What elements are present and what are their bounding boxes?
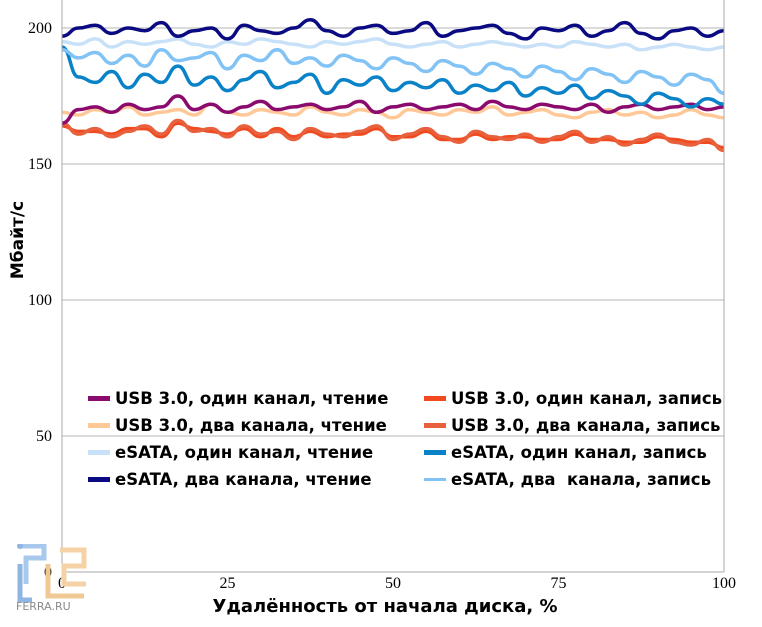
legend-item: eSATA, два канала, чтение (88, 470, 372, 489)
legend-swatch (88, 450, 110, 455)
y-tick-label: 50 (36, 428, 52, 445)
series-line (61, 45, 725, 109)
y-axis-title: Мбайт/с (8, 200, 28, 280)
series-line (61, 118, 725, 153)
legend-swatch (424, 478, 446, 481)
y-tick-label: 100 (28, 292, 52, 309)
series-line (61, 18, 725, 41)
legend-label: eSATA, два канала, запись (451, 470, 712, 489)
legend-item: eSATA, два канала, запись (424, 470, 711, 489)
legend-label: USB 3.0, один канал, запись (451, 389, 723, 408)
legend-swatch (424, 450, 446, 455)
ferra-logo (17, 544, 87, 603)
x-tick-label: 25 (220, 575, 236, 592)
legend-label: eSATA, два канала, чтение (115, 470, 372, 489)
ferra-logo-text: FERRA.RU (16, 600, 71, 613)
x-tick-label: 100 (712, 575, 736, 592)
legend-swatch (424, 423, 446, 428)
legend-label: USB 3.0, два канала, запись (451, 416, 721, 435)
x-axis-title: Удалённость от начала диска, % (212, 596, 558, 617)
legend-item: eSATA, один канал, запись (424, 443, 707, 462)
legend-label: USB 3.0, два канала, чтение (115, 416, 387, 435)
legend-item: USB 3.0, два канала, запись (424, 416, 721, 435)
y-tick-label: 150 (28, 156, 52, 173)
legend-label: eSATA, один канал, запись (451, 443, 707, 462)
legend-label: eSATA, один канал, чтение (115, 443, 374, 462)
series-line (61, 48, 725, 96)
series-line (61, 94, 725, 125)
legend-swatch (88, 477, 110, 482)
legend-swatch (424, 396, 446, 401)
legend-swatch (88, 423, 110, 428)
series-line (61, 37, 725, 52)
y-tick-label: 200 (28, 20, 52, 37)
x-tick-label: 50 (385, 575, 401, 592)
legend-item: eSATA, один канал, чтение (88, 443, 373, 462)
legend-swatch (88, 396, 110, 401)
series-lines (61, 18, 725, 153)
legend-item: USB 3.0, два канала, чтение (88, 416, 387, 435)
legend-label: USB 3.0, один канал, чтение (115, 389, 389, 408)
x-axis-ticks: 0 25 50 75 100 (58, 575, 736, 592)
legend-item: USB 3.0, один канал, запись (424, 389, 722, 408)
legend-item: USB 3.0, один канал, чтение (88, 389, 388, 408)
x-tick-label: 75 (551, 575, 567, 592)
